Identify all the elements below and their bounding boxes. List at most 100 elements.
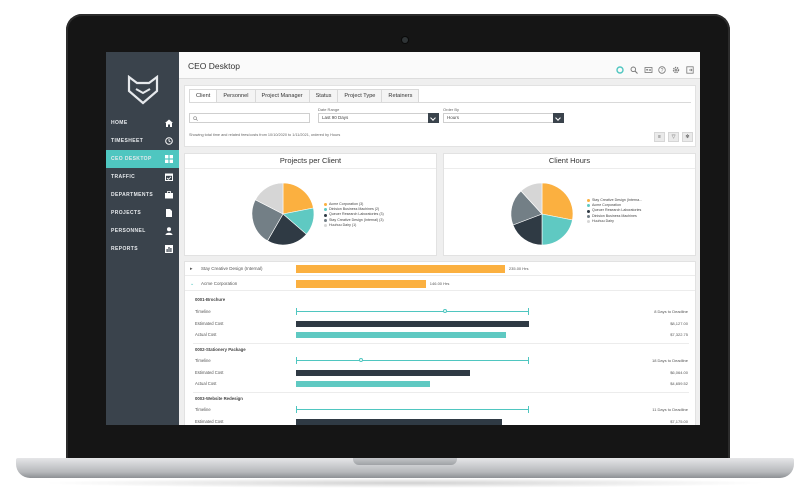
actual-cost-value: $7,322.75 (670, 332, 688, 337)
legend-item: Queuer Research Laboratories (587, 208, 642, 213)
pie-slice-acme[interactable] (541, 213, 573, 246)
pie-slice-huuhuu[interactable] (520, 182, 543, 215)
toolbar-icons: ? (616, 61, 694, 74)
dashboard-icon (165, 155, 173, 163)
order-by-value: Hours (447, 115, 460, 120)
exit-icon[interactable] (686, 61, 694, 74)
list-view-button[interactable]: ≡ (654, 132, 665, 142)
app-screen: HOME TIMESHEET CEO DESKTOP TRAFFIC DEPAR… (106, 52, 700, 425)
chevron-right-icon[interactable]: ▸ (190, 266, 193, 272)
tab-bar: Client Personnel Project Manager Status … (189, 89, 420, 102)
person-icon (165, 227, 173, 235)
sidebar-item-timesheet[interactable]: TIMESHEET (106, 132, 179, 150)
pie-slice-stay-creative[interactable] (541, 182, 574, 221)
sidebar-item-departments[interactable]: DEPARTMENTS (106, 186, 179, 204)
pie-slice-queuer[interactable] (512, 213, 543, 246)
pie-slice-huuhuu[interactable] (254, 182, 284, 215)
list-icon: ≡ (658, 134, 661, 140)
estimated-cost-bar (296, 370, 471, 376)
actual-cost-label: Actual Cost (195, 332, 217, 337)
date-range-info: Showing total time and related fees/cost… (189, 133, 341, 137)
tab-client[interactable]: Client (189, 89, 218, 102)
client-name: Acme Corporation (201, 281, 238, 286)
timeline-value: 18 Days to Deadline (651, 358, 688, 363)
legend-item: Dinision Business Machines (587, 214, 642, 219)
actual-cost-value: $4,659.52 (670, 381, 688, 386)
estimated-cost-value: $6,064.00 (670, 370, 688, 375)
date-range-value: Last 90 Days (322, 115, 349, 120)
tab-retainers[interactable]: Retainers (381, 89, 420, 102)
project-name[interactable]: 0001-Brochure (195, 297, 226, 302)
chevron-down-icon[interactable] (553, 113, 564, 123)
legend-item: Stay Creative Design (Internal) (3) (324, 218, 384, 223)
chart-icon (165, 245, 173, 253)
calendar-icon (165, 173, 173, 181)
filter-icon: ▽ (671, 134, 676, 140)
gear-icon[interactable] (672, 61, 680, 74)
projects-per-client-pie (251, 182, 315, 246)
client-row-stay-creative[interactable]: ▸ Stay Creative Design (Internal) 235.00… (185, 262, 695, 276)
project-name[interactable]: 0003-Website Redesign (195, 396, 243, 401)
projects-per-client-title: Projects per Client (279, 156, 342, 165)
top-bar: CEO Desktop ? (179, 52, 700, 79)
projects-per-client-card: Projects per Client Acme Corporation (3)… (184, 153, 437, 256)
chevron-down-icon[interactable] (428, 113, 439, 123)
home-icon (165, 119, 173, 127)
sidebar-item-traffic[interactable]: TRAFFIC (106, 168, 179, 186)
sidebar-item-ceo-desktop[interactable]: CEO DESKTOP (106, 150, 179, 168)
timeline-track (296, 406, 529, 413)
sidebar-item-label: PROJECTS (111, 210, 142, 216)
client-row-acme[interactable]: ⌄ Acme Corporation 146.00 Hrs (185, 277, 695, 291)
help-icon[interactable]: ? (658, 61, 666, 74)
chevron-down-icon[interactable]: ⌄ (190, 281, 195, 287)
estimated-cost-label: Estimated Cost (195, 321, 224, 326)
tab-project-type[interactable]: Project Type (337, 89, 383, 102)
timeline-value: 11 Days to Deadline (652, 407, 688, 412)
estimated-cost-value: $7,175.00 (670, 419, 688, 424)
card-divider (444, 168, 695, 169)
id-card-icon[interactable] (644, 61, 653, 73)
search-icon (193, 116, 198, 121)
client-hours-table: ▸ Stay Creative Design (Internal) 235.00… (184, 261, 696, 425)
sidebar-item-home[interactable]: HOME (106, 114, 179, 132)
laptop-notch (353, 458, 457, 465)
tab-status[interactable]: Status (308, 89, 339, 102)
client-hours-value: 146.00 Hrs (429, 281, 450, 286)
actual-cost-bar (296, 381, 430, 387)
timeline-label: Timeline (195, 309, 211, 314)
projects-per-client-legend: Acme Corporation (3) Dinision Business M… (324, 202, 384, 228)
legend-item: Huuhuu Dairy (1) (324, 223, 384, 228)
tab-project-manager[interactable]: Project Manager (254, 89, 310, 102)
refresh-icon[interactable] (616, 61, 624, 74)
date-range-select[interactable]: Last 90 Days (318, 113, 439, 123)
order-by-label: Order By (443, 107, 460, 112)
tab-personnel[interactable]: Personnel (216, 89, 256, 102)
order-by-select[interactable]: Hours (443, 113, 564, 123)
sidebar-item-personnel[interactable]: PERSONNEL (106, 222, 179, 240)
filter-button[interactable]: ▽ (668, 132, 679, 142)
estimated-cost-bar (296, 321, 530, 327)
legend-item: Queuer Research Laboratories (3) (324, 212, 384, 217)
client-hours-legend: Stay Creative Design (Interna... Acme Co… (587, 198, 642, 224)
sidebar-item-projects[interactable]: PROJECTS (106, 204, 179, 222)
project-name[interactable]: 0002-Stationery Package (195, 347, 246, 352)
document-icon (166, 209, 172, 217)
sidebar-item-label: TIMESHEET (111, 138, 144, 144)
sidebar-item-reports[interactable]: REPORTS (106, 240, 179, 258)
search-input[interactable] (189, 113, 310, 123)
laptop-shadow (40, 478, 770, 488)
pie-slice-acme[interactable] (282, 182, 314, 215)
estimated-cost-bar (296, 419, 502, 425)
timeline-label: Timeline (195, 407, 211, 412)
app-logo (127, 75, 159, 105)
sidebar-item-label: HOME (111, 120, 128, 126)
clock-icon (165, 137, 173, 145)
webcam (402, 37, 408, 43)
client-hours-card: Client Hours Stay Creative Design (Inter… (443, 153, 696, 256)
pie-slice-queuer[interactable] (267, 213, 307, 246)
settings-button[interactable]: ✻ (682, 132, 693, 142)
tab-divider (189, 102, 691, 103)
search-icon[interactable] (630, 61, 638, 74)
estimated-cost-value: $8,127.00 (670, 321, 688, 326)
